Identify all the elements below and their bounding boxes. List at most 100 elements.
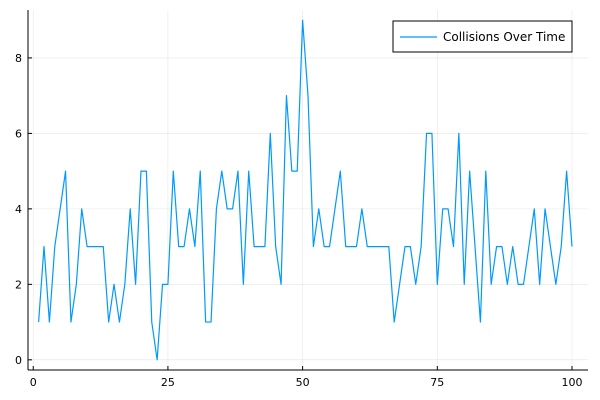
data-point: [464, 284, 465, 285]
data-point: [291, 171, 292, 172]
data-point: [372, 246, 373, 247]
x-tick-label: 75: [430, 376, 444, 389]
data-point: [334, 208, 335, 209]
data-point: [404, 246, 405, 247]
data-point: [108, 321, 109, 322]
data-point: [550, 246, 551, 247]
data-point: [254, 246, 255, 247]
y-tick-label: 6: [15, 127, 22, 140]
series-line-collisions: [38, 19, 573, 361]
data-point: [426, 133, 427, 134]
data-point: [458, 133, 459, 134]
data-point: [329, 246, 330, 247]
data-point: [221, 171, 222, 172]
y-tick-label: 8: [15, 52, 22, 65]
data-point: [140, 171, 141, 172]
x-tick-label: 50: [296, 376, 310, 389]
data-point: [81, 208, 82, 209]
data-point: [507, 284, 508, 285]
data-point: [501, 246, 502, 247]
data-point: [87, 246, 88, 247]
data-point: [194, 246, 195, 247]
data-point: [205, 321, 206, 322]
data-point: [453, 246, 454, 247]
data-point: [243, 284, 244, 285]
y-tick-label: 2: [15, 278, 22, 291]
data-point: [394, 321, 395, 322]
data-point: [173, 171, 174, 172]
data-point: [270, 133, 271, 134]
data-point: [383, 246, 384, 247]
data-point: [351, 246, 352, 247]
data-point: [480, 321, 481, 322]
data-point: [377, 246, 378, 247]
data-point: [135, 284, 136, 285]
data-point: [421, 246, 422, 247]
data-point: [324, 246, 325, 247]
data-point: [496, 246, 497, 247]
data-point: [216, 208, 217, 209]
data-point: [280, 284, 281, 285]
data-point: [43, 246, 44, 247]
x-tick-label: 25: [161, 376, 175, 389]
legend: Collisions Over Time: [392, 20, 573, 53]
data-point: [200, 171, 201, 172]
data-point: [415, 284, 416, 285]
data-point: [523, 284, 524, 285]
data-point: [162, 284, 163, 285]
data-point: [361, 208, 362, 209]
data-point: [544, 208, 545, 209]
data-point: [248, 171, 249, 172]
data-point: [146, 171, 147, 172]
data-point: [474, 246, 475, 247]
data-point: [54, 246, 55, 247]
data-point: [539, 284, 540, 285]
axis-ticks: 0 25 50 75 100 0 2 4 6 8: [15, 52, 582, 389]
data-point: [113, 284, 114, 285]
data-point: [264, 246, 265, 247]
data-point: [318, 208, 319, 209]
data-point: [183, 246, 184, 247]
data-point: [442, 208, 443, 209]
data-point: [65, 171, 66, 172]
legend-label-collisions: Collisions Over Time: [443, 30, 565, 44]
data-point: [561, 246, 562, 247]
data-point: [151, 321, 152, 322]
data-point: [469, 171, 470, 172]
data-point: [167, 284, 168, 285]
data-point: [124, 284, 125, 285]
grid-lines: [28, 10, 588, 370]
data-point: [399, 284, 400, 285]
data-point: [119, 321, 120, 322]
data-point: [356, 246, 357, 247]
data-point: [237, 171, 238, 172]
data-point: [130, 208, 131, 209]
data-point: [485, 171, 486, 172]
data-point: [388, 246, 389, 247]
data-point: [566, 171, 567, 172]
data-point: [49, 321, 50, 322]
data-point: [76, 284, 77, 285]
data-point: [178, 246, 179, 247]
data-point: [447, 208, 448, 209]
y-tick-label: 4: [15, 203, 22, 216]
data-point: [528, 246, 529, 247]
data-point: [367, 246, 368, 247]
data-point: [307, 95, 308, 96]
data-point: [275, 246, 276, 247]
data-point: [103, 246, 104, 247]
data-point: [313, 246, 314, 247]
x-tick-label: 0: [30, 376, 37, 389]
data-point: [410, 246, 411, 247]
data-point: [189, 208, 190, 209]
data-point: [512, 246, 513, 247]
data-point: [534, 208, 535, 209]
data-point: [431, 133, 432, 134]
data-point: [70, 321, 71, 322]
data-point: [157, 359, 158, 360]
data-point: [259, 246, 260, 247]
data-point: [340, 171, 341, 172]
data-point: [345, 246, 346, 247]
data-point: [302, 20, 303, 21]
